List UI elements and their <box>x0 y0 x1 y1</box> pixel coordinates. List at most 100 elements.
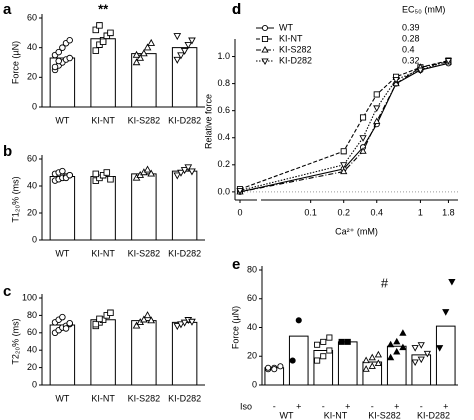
data-point <box>59 44 66 51</box>
y-tick-label: 0.8 <box>217 78 230 88</box>
data-point <box>55 48 62 56</box>
bar <box>172 322 196 385</box>
data-point <box>148 170 154 176</box>
panel-label: a <box>3 1 12 18</box>
data-point <box>97 316 103 322</box>
y-tick-label: 60 <box>247 293 257 303</box>
x-tick-label: KI-D282 <box>168 115 201 125</box>
data-point <box>412 360 418 365</box>
bar <box>363 362 382 385</box>
group-label: Iso <box>240 401 252 411</box>
data-point <box>59 167 66 175</box>
data-point <box>185 42 191 48</box>
x-tick-label: KI-NT <box>91 248 115 258</box>
x-tick-label: KI-D282 <box>168 393 201 403</box>
data-point <box>418 68 424 73</box>
data-point <box>271 366 278 373</box>
y-tick-label: 0.4 <box>217 132 230 142</box>
legend-label: KI-NT <box>279 33 303 43</box>
bar <box>338 342 357 385</box>
x-tick-label: WT <box>55 248 69 258</box>
y-tick-label: 40 <box>27 180 37 190</box>
data-point <box>62 325 70 332</box>
data-point <box>374 118 380 123</box>
x-tick-label: KI-S282 <box>128 248 161 258</box>
data-point <box>437 346 443 351</box>
y-tick-label: 20 <box>27 362 37 372</box>
data-point <box>178 322 184 328</box>
y-tick-label: 60 <box>27 12 37 22</box>
series-label: + <box>296 401 301 411</box>
legend-label: WT <box>279 22 293 32</box>
y-axis-label: Force (µN) <box>10 41 20 84</box>
y-tick-label: 20 <box>247 351 257 361</box>
y-tick-label: 0.6 <box>217 105 230 115</box>
data-point <box>100 39 106 45</box>
series-label: - <box>322 401 325 411</box>
data-point <box>360 136 366 141</box>
data-point <box>315 358 320 363</box>
x-tick-label: KI-S282 <box>368 410 401 420</box>
x-tick-label: 1.8 <box>442 207 455 217</box>
data-point <box>394 339 400 344</box>
legend-marker <box>262 47 268 52</box>
y-tick-label: 40 <box>27 345 37 355</box>
legend-label: KI-S282 <box>279 44 312 54</box>
series-label: - <box>371 401 374 411</box>
bar <box>289 336 308 385</box>
legend-marker <box>261 24 269 32</box>
bar <box>50 177 74 240</box>
data-point <box>321 339 326 344</box>
data-point <box>148 40 154 46</box>
data-point <box>418 357 424 362</box>
data-point <box>174 57 180 63</box>
y-tick-label: 0 <box>32 101 37 111</box>
data-point <box>363 357 369 362</box>
data-point <box>369 355 375 360</box>
x-tick-label: 0.1 <box>304 207 317 217</box>
bar <box>172 171 196 240</box>
data-point <box>443 310 449 315</box>
y-axis-label: T1₂₀% (ms) <box>10 176 20 222</box>
y-tick-label: 100 <box>22 292 37 302</box>
data-point <box>446 59 452 64</box>
data-point <box>393 77 399 82</box>
bar <box>132 321 156 385</box>
data-point <box>144 44 150 50</box>
data-point <box>66 319 73 327</box>
data-point <box>394 349 400 354</box>
data-point <box>133 59 139 65</box>
data-point <box>289 357 296 364</box>
data-point <box>360 115 365 120</box>
annotation: # <box>381 275 389 290</box>
x-tick-label: WT <box>55 115 69 125</box>
data-point <box>144 312 150 318</box>
data-point <box>189 319 195 325</box>
legend-label: KI-D282 <box>279 55 312 65</box>
data-point <box>66 171 73 179</box>
y-axis-label: T2₂₀% (ms) <box>10 318 20 364</box>
data-point <box>133 322 139 328</box>
data-point <box>418 343 424 348</box>
y-tick-label: 40 <box>27 42 37 52</box>
panel-label: d <box>232 1 241 18</box>
data-point <box>108 176 114 182</box>
bar <box>436 326 455 385</box>
legend-value: 0.39 <box>402 22 420 32</box>
data-point <box>327 348 332 353</box>
y-tick-label: 0 <box>32 379 37 389</box>
data-point <box>369 363 375 368</box>
data-point <box>148 317 154 323</box>
legend-title: EC₅₀ (mM) <box>402 4 445 14</box>
data-point <box>182 168 188 174</box>
data-point <box>59 313 66 321</box>
data-point <box>66 37 73 44</box>
panel-label: e <box>232 256 240 273</box>
data-point <box>265 364 272 371</box>
data-point <box>388 342 394 347</box>
x-tick-label: 0 <box>237 207 242 217</box>
data-point <box>55 57 62 65</box>
data-point <box>174 173 180 179</box>
y-axis-label: Force (µN) <box>230 306 240 349</box>
